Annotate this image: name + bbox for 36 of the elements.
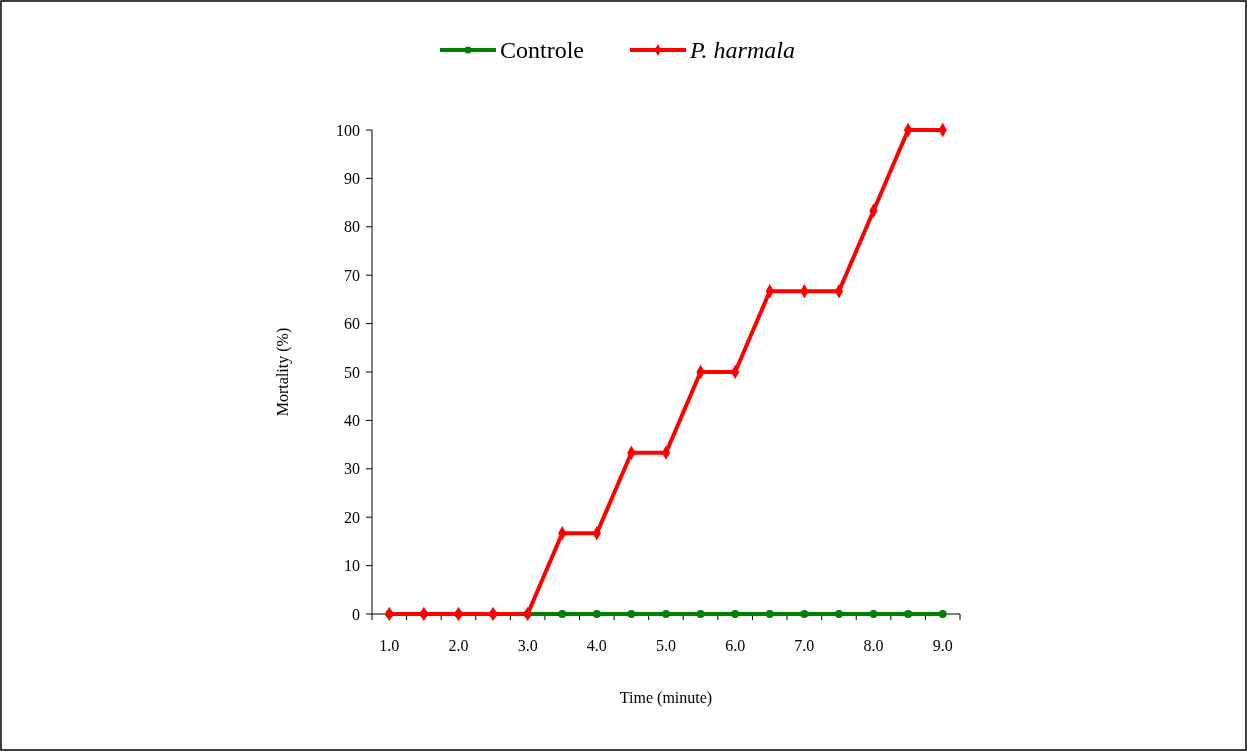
y-tick-label: 30 bbox=[344, 460, 360, 478]
point bbox=[938, 610, 947, 618]
x-tick-label: 2.0 bbox=[448, 637, 469, 654]
x-tick-label: 1.0 bbox=[379, 637, 400, 654]
y-tick-label: 10 bbox=[344, 557, 360, 575]
x-axis-title: Time (minute) bbox=[619, 689, 713, 707]
y-tick-label: 100 bbox=[336, 121, 360, 139]
point bbox=[662, 610, 670, 618]
x-tick-label: 5.0 bbox=[656, 637, 676, 654]
x-tick-label: 8.0 bbox=[863, 637, 884, 654]
point bbox=[800, 610, 809, 618]
point bbox=[627, 610, 636, 618]
point bbox=[765, 610, 774, 618]
x-tick-label: 7.0 bbox=[794, 637, 815, 654]
y-tick-label: 50 bbox=[344, 363, 360, 381]
y-tick-label: 0 bbox=[352, 605, 360, 623]
x-tick-label: 3.0 bbox=[517, 637, 538, 654]
point bbox=[731, 610, 740, 618]
y-tick-label: 20 bbox=[344, 508, 360, 526]
y-tick-label: 60 bbox=[344, 315, 360, 333]
y-tick-label: 90 bbox=[344, 170, 360, 187]
point bbox=[834, 610, 843, 618]
point bbox=[558, 610, 567, 618]
y-tick-label: 70 bbox=[344, 266, 360, 284]
legend-label: P. harmala bbox=[689, 37, 795, 64]
x-tick-label: 4.0 bbox=[586, 637, 607, 654]
point bbox=[869, 610, 878, 618]
x-tick-label: 6.0 bbox=[725, 637, 746, 654]
y-tick-label: 80 bbox=[344, 218, 360, 236]
point bbox=[696, 610, 705, 618]
point bbox=[592, 610, 601, 618]
legend-label: Controle bbox=[500, 37, 584, 64]
x-tick-label: 9.0 bbox=[932, 637, 953, 654]
y-tick-label: 40 bbox=[344, 412, 360, 429]
y-axis-title: Mortality (%) bbox=[274, 327, 292, 417]
point bbox=[904, 610, 913, 618]
